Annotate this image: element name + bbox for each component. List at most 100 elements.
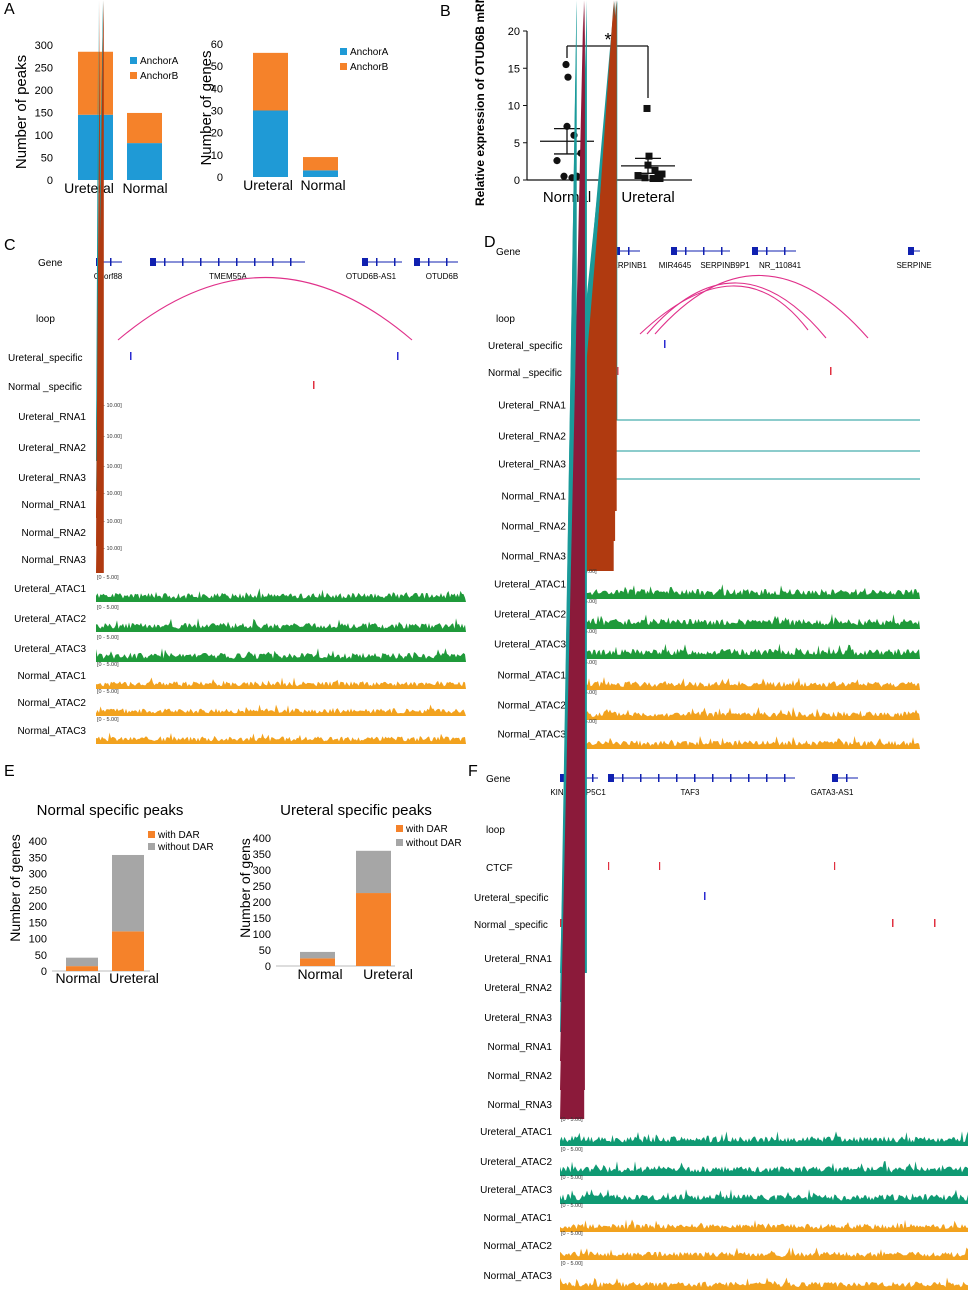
f-gene-exon [640, 774, 642, 782]
d-loop-label: loop [496, 314, 515, 325]
d-loop-arc [639, 285, 809, 335]
e2-y-tick: 100 [253, 929, 271, 941]
c-gene-name: OTUD6B-AS1 [346, 272, 397, 281]
e1-bar-with-dar-ureteral [112, 931, 144, 971]
chart-e1-normal-specific-peaks: Normal specific peaks Number of genes 0 5… [7, 802, 214, 986]
c-track-label: Ureteral_ATAC2 [14, 614, 86, 625]
f-ureteral-specific-mark [704, 892, 706, 900]
f-track-signal-ureteral-atac2 [560, 1161, 968, 1176]
b-y-tick-label: 15 [508, 63, 520, 75]
d-gene-exon [628, 247, 630, 255]
d-gene-exon [766, 247, 768, 255]
e1-y-tick: 0 [41, 966, 47, 978]
c-track-range: [0 - 5.00] [97, 717, 119, 723]
b-point-ureteral [641, 174, 649, 182]
c-track-label: Ureteral_ATAC3 [14, 644, 86, 655]
f-track-signal-normal-atac2 [560, 1247, 968, 1260]
f-gene-exon [560, 774, 566, 782]
d-track-label: Ureteral_ATAC3 [494, 640, 566, 651]
e1-legend-swatch [148, 843, 155, 850]
f-track-signal-ureteral-atac3 [560, 1189, 968, 1204]
c-loop-arc [117, 277, 413, 341]
c-normal-specific-mark [313, 381, 315, 389]
d-gene-exon [671, 247, 677, 255]
e2-y-tick: 150 [253, 913, 271, 925]
f-track-label: Normal_ATAC2 [483, 1241, 552, 1252]
c-track-range: [0 - 10.00] [97, 434, 122, 440]
b-point-ureteral [651, 166, 659, 174]
c-gene-exon [150, 258, 156, 266]
c-track-signal-normal-atac1 [96, 677, 466, 689]
d-track-label: Normal_RNA1 [502, 492, 567, 503]
a1-y-tick: 100 [35, 130, 53, 142]
d-gene-name: MIR4645 [659, 261, 692, 270]
f-gene-exon [832, 774, 838, 782]
d-track-label: Normal_ATAC1 [497, 671, 566, 682]
f-track-label: Ureteral_RNA1 [484, 954, 552, 965]
f-track-range: [0 - 5.00] [561, 1203, 583, 1209]
c-gene-exon [182, 258, 184, 266]
d-track-signal-normal-atac3 [574, 736, 920, 749]
d-track-label: Ureteral_ATAC2 [494, 610, 566, 621]
c-track-label: Normal_ATAC1 [17, 671, 86, 682]
d-track-signal-ureteral-atac3 [574, 643, 920, 659]
c-track-label: Normal_ATAC2 [17, 698, 86, 709]
b-point-ureteral [645, 152, 653, 160]
c-gene-exon [376, 258, 378, 266]
f-track-range: [0 - 5.00] [561, 1261, 583, 1267]
d-track-label: Ureteral_RNA1 [498, 401, 566, 412]
e2-legend-swatch [396, 825, 403, 832]
c-track-signal-ureteral-atac1 [96, 588, 466, 602]
b-point-normal [553, 157, 561, 165]
c-gene-name: TMEM55A [209, 272, 247, 281]
e2-bar-with-dar-ureteral [356, 893, 391, 966]
f-track-signal-normal-atac1 [560, 1219, 968, 1232]
e2-y-tick: 0 [265, 961, 271, 973]
a1-legend-swatch [130, 72, 137, 79]
d-ureteral-specific-label: Ureteral_specific [488, 341, 562, 352]
f-gene-exon [784, 774, 786, 782]
b-point-ureteral [656, 175, 664, 183]
a2-bar-anchorb-ureteral [253, 52, 288, 111]
e1-y-tick: 350 [29, 852, 47, 864]
c-track-label: Ureteral_ATAC1 [14, 584, 86, 595]
f-loop-label: loop [486, 825, 505, 836]
f-gene-exon [748, 774, 750, 782]
c-ureteral-specific-mark [130, 352, 132, 360]
f-gene-exon [592, 774, 594, 782]
a1-y-tick: 300 [35, 40, 53, 52]
chart-a1-peaks: Number of peaks 0 50 100 150 200 250 300 Urete… [13, 40, 179, 196]
c-track-range: [0 - 5.00] [97, 689, 119, 695]
e2-bar-without-dar-normal [300, 951, 335, 959]
e2-y-tick: 400 [253, 833, 271, 845]
panel-letter-a: A [4, 1, 15, 18]
d-track-signal-ureteral-atac2 [574, 613, 920, 629]
f-normal-specific-mark [892, 919, 894, 927]
a1-bar-anchorb-normal [127, 112, 162, 144]
d-track-label: Normal_RNA2 [502, 522, 567, 533]
d-gene-name: SERPINB1 [607, 261, 647, 270]
a2-legend-swatch [340, 48, 347, 55]
c-track-label: Normal_RNA2 [22, 528, 87, 539]
panel-letter-b: B [440, 3, 451, 20]
f-track-range: [0 - 5.00] [561, 1231, 583, 1237]
c-gene-exon [290, 258, 292, 266]
a2-y-tick: 60 [211, 39, 223, 51]
f-track-label: Ureteral_ATAC1 [480, 1127, 552, 1138]
d-track-label: Ureteral_ATAC1 [494, 580, 566, 591]
c-track-label: Ureteral_RNA3 [18, 473, 86, 484]
d-gene-exon [908, 247, 914, 255]
f-track-label: Normal_ATAC3 [483, 1271, 552, 1282]
f-track-label: Ureteral_ATAC3 [480, 1185, 552, 1196]
a1-legend-swatch [130, 57, 137, 64]
d-gene-exon [721, 247, 723, 255]
e1-bar-without-dar-ureteral [112, 854, 144, 932]
d-ureteral-specific-mark [664, 340, 666, 348]
c-gene-exon [394, 258, 396, 266]
e1-title: Normal specific peaks [37, 802, 184, 819]
c-track-range: [0 - 5.00] [97, 635, 119, 641]
b-y-tick-label: 5 [514, 138, 520, 150]
c-gene-name: OTUD6B [426, 272, 458, 281]
a2-y-tick: 30 [211, 106, 223, 118]
